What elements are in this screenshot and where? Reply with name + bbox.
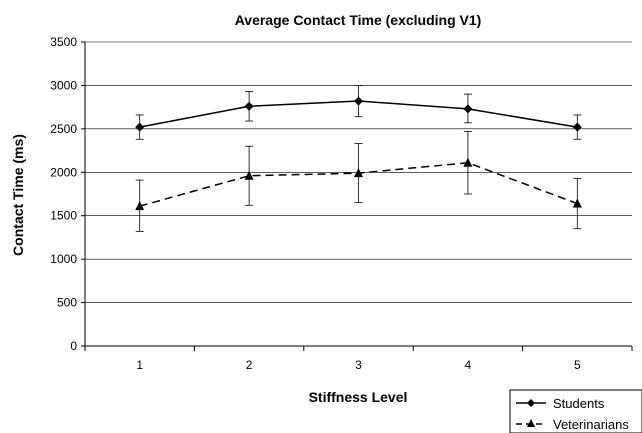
y-tick-label: 1000 [50, 252, 77, 266]
x-tick-label: 3 [355, 358, 362, 372]
y-tick-label: 2500 [50, 122, 77, 136]
y-tick-label: 2000 [50, 165, 77, 179]
data-point-marker [572, 122, 582, 132]
data-point-marker [135, 122, 145, 132]
series-veterinarians [135, 131, 582, 232]
x-tick-label: 5 [574, 358, 581, 372]
x-tick-label: 1 [136, 358, 143, 372]
y-tick-label: 3000 [50, 78, 77, 92]
y-tick-label: 0 [70, 339, 77, 353]
legend-veterinarians-label: Veterinarians [553, 417, 629, 432]
y-tick-label: 3500 [50, 35, 77, 49]
x-axis-title: Stiffness Level [309, 389, 408, 405]
y-tick-label: 1500 [50, 209, 77, 223]
y-tick-labels: 0 500 1000 1500 2000 2500 3000 3500 [50, 35, 85, 353]
data-point-marker [354, 168, 363, 178]
legend-students-label: Students [553, 396, 605, 411]
data-point-marker [244, 170, 254, 180]
axes [84, 42, 632, 347]
data-point-marker [463, 104, 473, 114]
data-point-marker [354, 96, 363, 106]
legend-veterinarians-marker [527, 419, 535, 427]
data-point-marker [135, 201, 145, 211]
chart-title: Average Contact Time (excluding V1) [235, 12, 482, 28]
y-tick-label: 500 [57, 296, 77, 310]
legend-students-marker [527, 399, 535, 407]
data-point-marker [244, 101, 254, 111]
legend: Students Veterinarians [509, 389, 642, 433]
x-tick-label: 2 [246, 358, 253, 372]
x-tick-label: 4 [465, 358, 472, 372]
data-point-marker [572, 198, 582, 208]
series-students [135, 85, 582, 140]
y-axis-title: Contact Time (ms) [10, 134, 26, 256]
x-tick-labels: 1 2 3 4 5 [84, 346, 633, 372]
data-point-marker [463, 157, 473, 167]
series-layer [135, 85, 582, 232]
